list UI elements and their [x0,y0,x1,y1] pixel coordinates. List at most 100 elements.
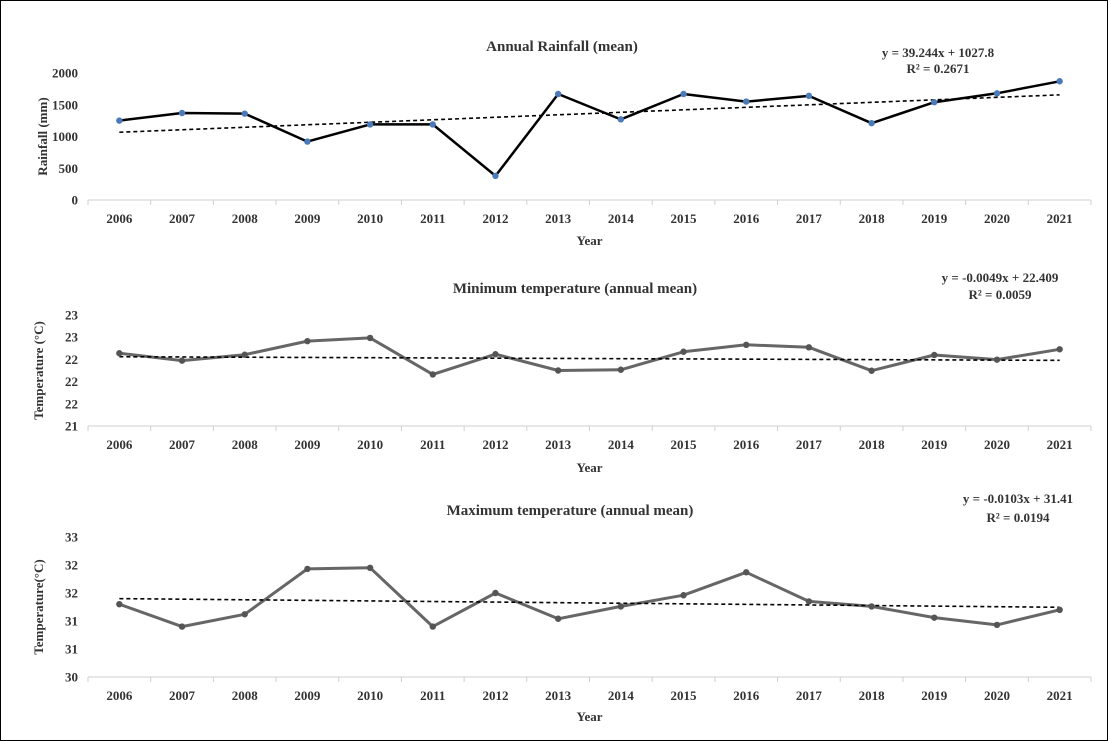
x-tick-label: 2006 [106,211,133,226]
x-tick-label: 2016 [733,437,760,452]
data-point [241,611,248,618]
x-tick-label: 2007 [169,688,196,703]
data-point [680,592,687,599]
x-tick-label: 2021 [1047,437,1073,452]
y-tick-label: 1500 [52,97,78,112]
data-point [366,121,374,128]
data-point [116,350,123,357]
data-point [1056,606,1063,613]
x-axis-label: Year [577,460,603,475]
data-point [116,117,123,124]
y-tick-label: 22 [65,396,78,411]
x-tick-label: 2015 [671,688,698,703]
data-point [429,623,436,630]
data-point [680,348,687,355]
x-tick-label: 2020 [984,211,1010,226]
y-tick-label: 32 [65,558,78,573]
data-point [492,172,499,180]
data-point [492,351,499,358]
data-point [805,598,813,605]
x-tick-label: 2021 [1047,688,1073,703]
data-point [241,351,248,358]
trendline-r-squared: R² = 0.0059 [969,287,1032,302]
y-tick-label: 30 [65,670,78,685]
x-tick-label: 2013 [545,211,572,226]
data-point [868,119,875,127]
y-tick-label: 33 [65,530,79,545]
series-line [119,336,1060,376]
data-point [304,337,311,345]
data-point [805,92,813,100]
data-point [617,603,625,610]
data-point [1056,78,1063,85]
x-tick-label: 2015 [671,437,698,452]
trendline-equation: y = -0.0049x + 22.409 [942,270,1059,285]
y-tick-label: 31 [65,642,78,657]
trendline [119,355,1060,362]
chart-title: Annual Rainfall (mean) [486,39,638,55]
x-tick-label: 2006 [106,437,133,452]
data-point [868,603,875,610]
x-tick-label: 2007 [169,211,196,226]
x-tick-label: 2009 [294,437,321,452]
data-point [304,565,311,573]
x-tick-label: 2010 [357,211,383,226]
x-tick-label: 2018 [859,211,886,226]
data-point [429,371,436,378]
x-tick-label: 2020 [984,437,1010,452]
chart-title: Minimum temperature (annual mean) [453,281,697,297]
x-axis-label: Year [577,233,603,248]
trendline [119,597,1060,609]
data-point [241,110,248,117]
x-tick-label: 2012 [482,437,508,452]
x-tick-label: 2014 [608,688,635,703]
data-point [931,351,938,359]
data-point [554,615,562,622]
x-tick-label: 2017 [796,211,823,226]
x-tick-label: 2017 [796,437,823,452]
data-point [554,90,562,98]
data-point [178,623,186,630]
y-tick-label: 1000 [52,129,78,144]
y-tick-label: 32 [65,586,78,601]
y-tick-label: 500 [59,161,79,176]
y-tick-label: 22 [65,352,78,367]
series-line [118,566,1061,629]
x-tick-label: 2018 [859,437,886,452]
y-axis-label: Temperature(°C) [31,559,46,654]
x-tick-label: 2014 [608,211,635,226]
data-point [680,90,687,98]
trendline-equation: y = -0.0103x + 31.41 [963,491,1073,506]
y-tick-label: 31 [65,614,78,629]
x-tick-label: 2019 [921,688,948,703]
x-tick-label: 2016 [733,211,760,226]
data-point [993,621,1001,629]
x-tick-label: 2011 [420,688,445,703]
x-tick-label: 2018 [859,688,886,703]
data-point [304,138,311,145]
x-tick-label: 2009 [294,688,321,703]
y-axis-label: Temperature (°C) [31,321,46,420]
data-point [178,357,186,364]
chart-panel-1: Annual Rainfall (mean) y = 39.244x + 1027… [35,39,1092,248]
y-tick-label: 0 [72,193,79,208]
x-tick-label: 2010 [357,437,383,452]
trendline-r-squared: R² = 0.0194 [987,510,1050,525]
x-tick-label: 2013 [545,437,572,452]
data-point [805,344,813,351]
data-point [617,116,625,123]
x-tick-label: 2012 [482,211,508,226]
y-tick-label: 23 [65,308,79,323]
data-point [743,569,750,576]
x-tick-label: 2012 [482,688,508,703]
x-tick-label: 2007 [169,437,196,452]
x-tick-label: 2010 [357,688,383,703]
data-point [868,367,875,374]
x-tick-label: 2006 [106,688,133,703]
x-tick-label: 2020 [984,688,1010,703]
trendline [119,94,1060,134]
x-tick-label: 2013 [545,688,572,703]
data-point [492,589,499,597]
